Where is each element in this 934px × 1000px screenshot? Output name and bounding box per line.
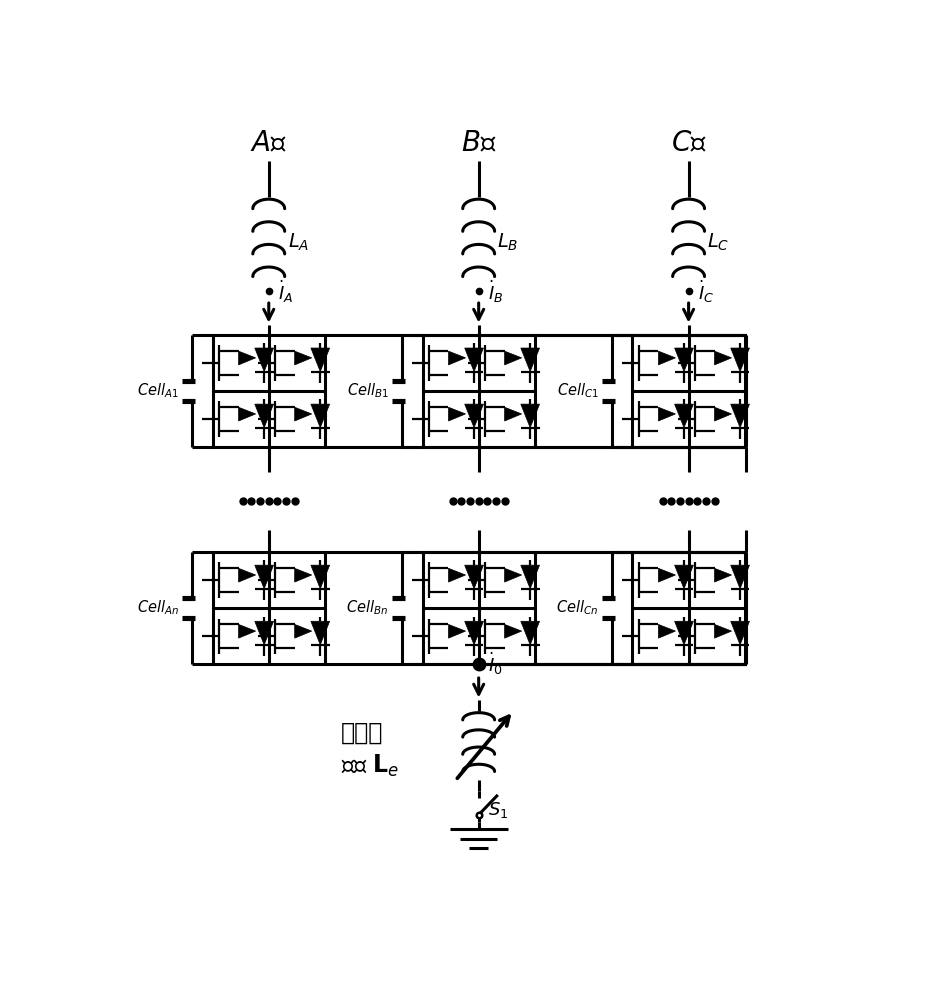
- Polygon shape: [238, 568, 256, 582]
- Bar: [632, 335, 744, 447]
- Text: $\mathit{S}_1$: $\mathit{S}_1$: [488, 800, 508, 820]
- Text: $\dot{I}_{C}$: $\dot{I}_{C}$: [698, 278, 715, 305]
- Polygon shape: [294, 568, 312, 582]
- Polygon shape: [238, 407, 256, 421]
- Polygon shape: [465, 404, 484, 428]
- Polygon shape: [715, 624, 731, 638]
- Text: $L_{A}$: $L_{A}$: [288, 232, 309, 253]
- Bar: [632, 552, 744, 664]
- Polygon shape: [674, 565, 693, 589]
- Polygon shape: [465, 348, 484, 372]
- Polygon shape: [255, 404, 274, 428]
- Polygon shape: [521, 348, 540, 372]
- Polygon shape: [504, 624, 522, 638]
- Text: $B$相: $B$相: [461, 131, 496, 158]
- Text: $\dot{I}_{B}$: $\dot{I}_{B}$: [488, 278, 503, 305]
- Polygon shape: [238, 351, 256, 365]
- Polygon shape: [504, 351, 522, 365]
- Text: $Cell_{Cn}$: $Cell_{Cn}$: [557, 599, 599, 617]
- Text: $Cell_{An}$: $Cell_{An}$: [136, 599, 178, 617]
- Polygon shape: [255, 621, 274, 645]
- Text: $C$相: $C$相: [671, 131, 706, 158]
- Polygon shape: [658, 407, 675, 421]
- Text: $Cell_{C1}$: $Cell_{C1}$: [557, 382, 599, 400]
- Polygon shape: [521, 565, 540, 589]
- Polygon shape: [255, 565, 274, 589]
- Text: $\dot{I}_0$: $\dot{I}_0$: [488, 651, 502, 677]
- Polygon shape: [504, 407, 522, 421]
- Polygon shape: [311, 348, 330, 372]
- Polygon shape: [715, 351, 731, 365]
- Polygon shape: [238, 624, 256, 638]
- Polygon shape: [448, 351, 465, 365]
- Bar: [213, 552, 325, 664]
- Text: 电感 $\mathbf{L}_e$: 电感 $\mathbf{L}_e$: [341, 753, 400, 779]
- Polygon shape: [674, 404, 693, 428]
- Text: $\dot{I}_{A}$: $\dot{I}_{A}$: [278, 278, 293, 305]
- Polygon shape: [674, 348, 693, 372]
- Text: $A$相: $A$相: [250, 131, 288, 158]
- Polygon shape: [504, 568, 522, 582]
- Polygon shape: [465, 565, 484, 589]
- Text: $L_{C}$: $L_{C}$: [707, 232, 729, 253]
- Polygon shape: [715, 568, 731, 582]
- Polygon shape: [521, 404, 540, 428]
- Text: $L_{B}$: $L_{B}$: [498, 232, 519, 253]
- Polygon shape: [294, 624, 312, 638]
- Bar: [422, 552, 535, 664]
- Polygon shape: [448, 624, 465, 638]
- Text: $Cell_{B1}$: $Cell_{B1}$: [347, 382, 389, 400]
- Text: 可调式: 可调式: [341, 721, 384, 745]
- Polygon shape: [674, 621, 693, 645]
- Polygon shape: [730, 404, 749, 428]
- Polygon shape: [658, 568, 675, 582]
- Polygon shape: [730, 621, 749, 645]
- Polygon shape: [294, 407, 312, 421]
- Polygon shape: [730, 565, 749, 589]
- Polygon shape: [465, 621, 484, 645]
- Polygon shape: [294, 351, 312, 365]
- Polygon shape: [730, 348, 749, 372]
- Polygon shape: [658, 351, 675, 365]
- Text: $Cell_{A1}$: $Cell_{A1}$: [137, 382, 178, 400]
- Polygon shape: [448, 407, 465, 421]
- Text: $Cell_{Bn}$: $Cell_{Bn}$: [347, 599, 389, 617]
- Polygon shape: [521, 621, 540, 645]
- Polygon shape: [658, 624, 675, 638]
- Polygon shape: [448, 568, 465, 582]
- Polygon shape: [255, 348, 274, 372]
- Polygon shape: [715, 407, 731, 421]
- Polygon shape: [311, 565, 330, 589]
- Polygon shape: [311, 621, 330, 645]
- Bar: [422, 335, 535, 447]
- Bar: [213, 335, 325, 447]
- Polygon shape: [311, 404, 330, 428]
